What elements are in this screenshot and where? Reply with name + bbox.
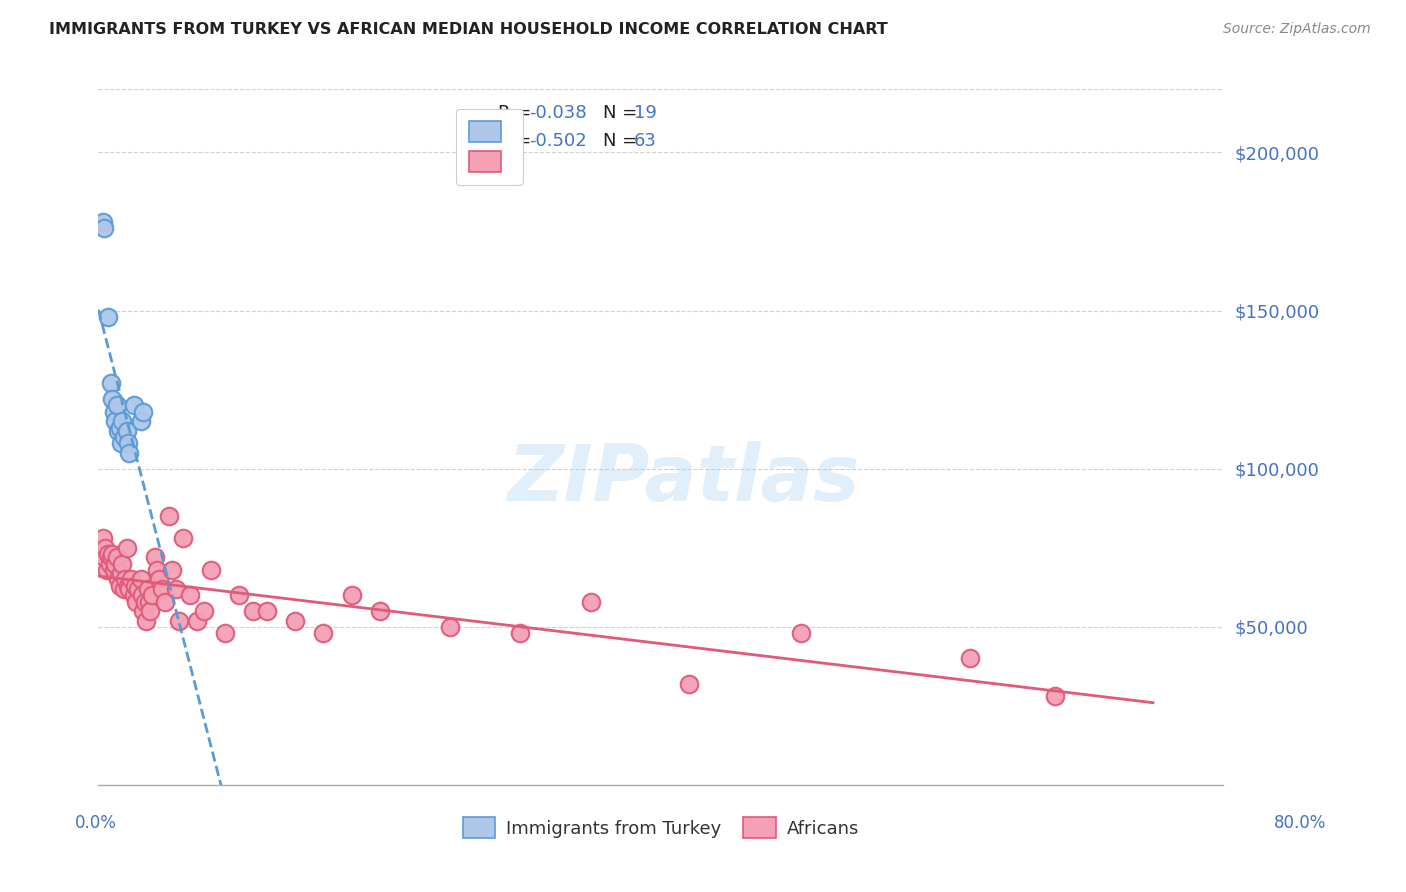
- Point: [228, 588, 250, 602]
- Point: [150, 582, 173, 596]
- Point: [122, 399, 145, 413]
- Text: 19: 19: [634, 104, 657, 122]
- Point: [160, 563, 183, 577]
- Point: [141, 588, 163, 602]
- Point: [93, 221, 115, 235]
- Text: ZIPatlas: ZIPatlas: [508, 441, 859, 516]
- Point: [97, 310, 120, 324]
- Point: [959, 651, 981, 665]
- Point: [105, 550, 128, 565]
- Point: [111, 557, 134, 571]
- Point: [104, 557, 127, 571]
- Point: [200, 563, 222, 577]
- Point: [105, 399, 128, 413]
- Point: [108, 420, 131, 434]
- Point: [179, 588, 201, 602]
- Text: -0.038: -0.038: [529, 104, 586, 122]
- Point: [167, 614, 190, 628]
- Point: [91, 531, 114, 545]
- Point: [114, 573, 136, 587]
- Point: [172, 531, 194, 545]
- Text: 63: 63: [634, 132, 657, 150]
- Point: [100, 550, 122, 565]
- Point: [579, 594, 602, 608]
- Point: [107, 424, 129, 438]
- Point: [115, 424, 138, 438]
- Point: [93, 550, 115, 565]
- Point: [125, 594, 148, 608]
- Point: [103, 405, 125, 419]
- Legend: Immigrants from Turkey, Africans: Immigrants from Turkey, Africans: [456, 810, 866, 846]
- Point: [368, 604, 391, 618]
- Point: [214, 626, 236, 640]
- Point: [111, 414, 134, 428]
- Point: [132, 604, 155, 618]
- Point: [112, 430, 135, 444]
- Point: [112, 582, 135, 596]
- Point: [98, 557, 121, 571]
- Point: [110, 436, 132, 450]
- Point: [96, 563, 118, 577]
- Text: IMMIGRANTS FROM TURKEY VS AFRICAN MEDIAN HOUSEHOLD INCOME CORRELATION CHART: IMMIGRANTS FROM TURKEY VS AFRICAN MEDIAN…: [49, 22, 889, 37]
- Point: [135, 614, 157, 628]
- Point: [439, 620, 461, 634]
- Point: [148, 573, 170, 587]
- Point: [115, 541, 138, 555]
- Point: [101, 392, 124, 406]
- Point: [100, 376, 122, 391]
- Point: [509, 626, 531, 640]
- Point: [124, 579, 146, 593]
- Point: [129, 573, 152, 587]
- Text: R =: R =: [498, 132, 537, 150]
- Point: [312, 626, 335, 640]
- Point: [104, 414, 127, 428]
- Point: [91, 215, 114, 229]
- Text: R =: R =: [498, 104, 537, 122]
- Point: [284, 614, 307, 628]
- Point: [107, 573, 129, 587]
- Point: [118, 446, 141, 460]
- Point: [129, 414, 152, 428]
- Point: [143, 550, 166, 565]
- Point: [103, 563, 125, 577]
- Point: [193, 604, 215, 618]
- Point: [146, 563, 169, 577]
- Point: [678, 677, 700, 691]
- Point: [134, 594, 156, 608]
- Point: [186, 614, 208, 628]
- Text: Source: ZipAtlas.com: Source: ZipAtlas.com: [1223, 22, 1371, 37]
- Point: [131, 588, 153, 602]
- Point: [132, 405, 155, 419]
- Point: [110, 566, 132, 580]
- Text: 0.0%: 0.0%: [75, 814, 117, 831]
- Point: [117, 436, 139, 450]
- Point: [256, 604, 278, 618]
- Point: [118, 582, 141, 596]
- Text: 80.0%: 80.0%: [1274, 814, 1327, 831]
- Point: [790, 626, 813, 640]
- Point: [242, 604, 264, 618]
- Text: -0.502: -0.502: [529, 132, 586, 150]
- Point: [138, 594, 160, 608]
- Point: [136, 582, 159, 596]
- Text: N =: N =: [603, 132, 644, 150]
- Point: [97, 547, 120, 561]
- Point: [117, 579, 139, 593]
- Point: [153, 594, 176, 608]
- Point: [120, 573, 142, 587]
- Point: [101, 547, 124, 561]
- Point: [108, 579, 131, 593]
- Point: [340, 588, 363, 602]
- Point: [165, 582, 187, 596]
- Point: [1043, 690, 1066, 704]
- Point: [157, 509, 180, 524]
- Text: N =: N =: [603, 104, 644, 122]
- Point: [139, 604, 162, 618]
- Point: [94, 541, 117, 555]
- Point: [127, 582, 149, 596]
- Point: [122, 588, 145, 602]
